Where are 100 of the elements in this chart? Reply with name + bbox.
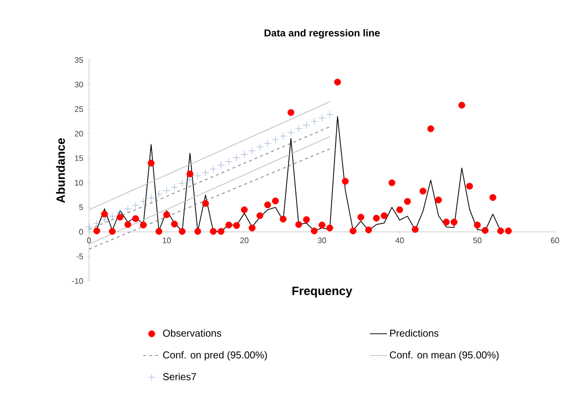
x-tick-label: 40 (395, 238, 404, 244)
y-tick-label: 0 (79, 229, 84, 235)
point (372, 214, 380, 222)
point (132, 215, 139, 222)
point (140, 222, 147, 228)
point (280, 216, 287, 223)
point (240, 206, 248, 214)
point (218, 228, 224, 235)
legend-label: Conf. on pred (95.00%) (163, 351, 267, 360)
point (148, 160, 155, 167)
point (458, 102, 466, 109)
point (202, 200, 209, 207)
x-tick-label: 10 (162, 238, 171, 244)
point (171, 220, 178, 228)
point (442, 218, 450, 226)
point (295, 221, 302, 228)
point (365, 226, 372, 234)
point (420, 188, 426, 195)
point (147, 194, 155, 202)
point (93, 220, 100, 228)
point (93, 228, 100, 234)
point (85, 223, 93, 231)
point (318, 114, 326, 122)
point (225, 222, 232, 228)
point (132, 202, 140, 210)
point (412, 226, 419, 233)
point (342, 178, 349, 185)
point (295, 125, 302, 132)
point (279, 132, 287, 140)
y-tick-label: 15 (75, 155, 83, 162)
point (233, 222, 240, 229)
point (450, 218, 458, 226)
point (272, 198, 279, 204)
point (264, 201, 272, 208)
legend-label: Conf. on mean (95.00%) (390, 351, 499, 360)
point (100, 216, 108, 224)
point (288, 109, 294, 116)
point (302, 122, 310, 130)
point (388, 179, 396, 186)
point (264, 140, 272, 148)
point (163, 211, 170, 218)
point (272, 136, 280, 144)
point (396, 206, 404, 214)
legend-label: Observations (163, 329, 222, 337)
point (303, 216, 310, 224)
point (178, 180, 186, 187)
point (482, 227, 488, 234)
point (225, 158, 233, 166)
point (334, 78, 341, 86)
legend-label: Predictions (390, 329, 438, 337)
point (505, 228, 512, 234)
point (108, 228, 116, 235)
point (240, 150, 248, 158)
y-tick-label: 20 (74, 130, 84, 136)
chart-title: Data and regression line (264, 29, 380, 38)
point (178, 228, 186, 235)
x-tick-label: 30 (318, 238, 326, 244)
point (357, 214, 364, 221)
point (318, 222, 326, 228)
point (194, 228, 202, 235)
point (116, 214, 124, 221)
point (202, 168, 210, 176)
point (350, 228, 356, 234)
point (124, 205, 132, 213)
point (248, 147, 256, 155)
point (310, 228, 318, 234)
x-axis-title: Frequency (292, 286, 352, 298)
point (217, 161, 225, 169)
point (497, 228, 504, 234)
point (256, 143, 264, 151)
x-tick-label: 50 (473, 238, 482, 244)
point (435, 196, 442, 204)
point (326, 110, 334, 118)
x-tick-label: 60 (550, 238, 560, 244)
point (404, 198, 411, 205)
point (155, 190, 163, 198)
x-tick-label: 0 (87, 238, 91, 244)
point (124, 221, 132, 228)
y-tick-label: 25 (74, 106, 83, 112)
y-tick-label: 30 (74, 82, 84, 88)
point (140, 198, 148, 206)
point (101, 210, 108, 218)
point (310, 118, 318, 126)
y-tick-label: -5 (76, 254, 83, 260)
y-tick-label: 35 (74, 57, 83, 63)
point (248, 224, 256, 232)
y-tick-label: 5 (79, 204, 83, 210)
y-tick-label: 10 (75, 180, 84, 186)
point (256, 212, 264, 220)
point (170, 183, 178, 191)
y-axis-title: Abundance (56, 138, 65, 203)
point (474, 222, 481, 228)
point (489, 194, 496, 201)
point (326, 224, 334, 232)
point (287, 128, 295, 136)
point (210, 228, 217, 235)
x-tick-label: 20 (240, 238, 248, 244)
legend-label: Series7 (163, 372, 196, 380)
point (186, 170, 194, 178)
point (427, 125, 434, 132)
